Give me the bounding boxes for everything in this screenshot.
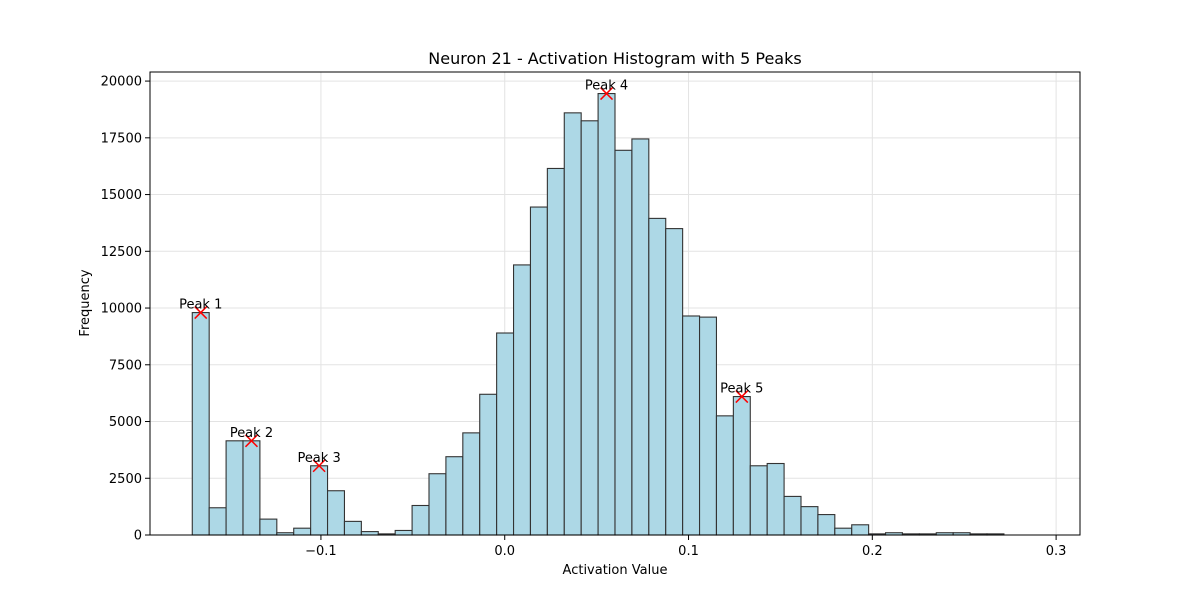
histogram-bar [259,518,278,536]
x-axis-ticks: −0.1 0.0 0.1 0.2 0.3 [305,535,1066,559]
histogram-bar [682,315,701,536]
peak-marker [600,87,614,101]
plot-frame [149,71,1081,536]
histogram-bar [326,490,346,536]
histogram-bar [580,120,599,536]
histogram-bar [614,149,633,536]
x-tick-label: −0.1 [305,544,337,559]
histogram-bar [529,206,548,536]
x-tick-label: 0.0 [494,544,515,559]
histogram-bar [732,396,751,536]
histogram-bar [766,462,785,536]
peak-markers: Peak 1 Peak 2 Peak 3 Peak 4 Peak 5 [179,79,763,473]
histogram-bar [191,312,210,536]
y-axis-ticks: 0 2500 5000 7500 10000 12500 15000 17500 20000 [101,75,150,544]
histogram-bar [851,524,870,536]
histogram-bar [462,432,481,536]
y-tick-label: 17500 [101,131,142,146]
histogram-bar [834,527,853,536]
peak-x-stroke [312,459,326,473]
peak-label: Peak 2 [230,426,273,441]
peak-x-stroke [194,306,208,320]
peak-label: Peak 1 [179,298,222,313]
histogram-bar [665,228,684,536]
x-tick-label: 0.2 [862,544,883,559]
histogram-bar [479,393,498,536]
y-tick-label: 15000 [101,188,142,203]
x-tick-label: 0.3 [1046,544,1067,559]
peak-x-stroke [244,434,258,448]
histogram-bar [546,167,565,536]
y-tick-label: 10000 [101,302,142,317]
y-tick-label: 20000 [101,75,142,90]
histogram-bar [496,332,515,536]
histogram-bar [749,465,768,536]
histogram-bar [597,93,616,536]
histogram-bar [343,520,362,536]
x-axis-label: Activation Value [563,563,668,578]
histogram-bar [715,415,734,536]
y-tick-label: 12500 [101,245,142,260]
peak-marker [312,459,326,473]
peak-marker [244,434,258,448]
histogram-bar [783,495,802,536]
y-tick-label: 2500 [109,472,142,487]
histogram-bar [800,506,819,536]
histogram-bar [698,316,718,536]
histogram-bar [208,507,227,536]
histogram-bar [293,527,312,536]
peak-label: Peak 5 [720,382,763,397]
peak-x-stroke [735,390,749,404]
y-tick-label: 0 [134,529,142,544]
peak-marker [735,390,749,404]
peak-marker [194,306,208,320]
peak-label: Peak 4 [585,79,628,94]
histogram-bar [445,456,464,536]
histogram-bar [648,217,667,536]
peak-label: Peak 3 [297,451,340,466]
histogram-bar [512,264,532,536]
histogram-bar [310,465,329,536]
peak-x-stroke [600,87,614,101]
histogram-bar [225,440,244,536]
histogram-bars [191,93,1005,536]
histogram-bar [394,529,413,536]
y-tick-label: 7500 [109,358,142,373]
histogram-bar [428,473,447,536]
chart-title: Neuron 21 - Activation Histogram with 5 … [428,49,801,68]
histogram-bar [360,531,379,536]
histogram-bar [563,112,582,536]
histogram-bar [817,514,836,536]
y-axis-label: Frequency [78,269,93,336]
histogram-bar [242,440,261,536]
histogram-bar [411,504,430,536]
x-tick-label: 0.1 [678,544,699,559]
histogram-bar [631,138,650,536]
y-tick-label: 5000 [109,415,142,430]
